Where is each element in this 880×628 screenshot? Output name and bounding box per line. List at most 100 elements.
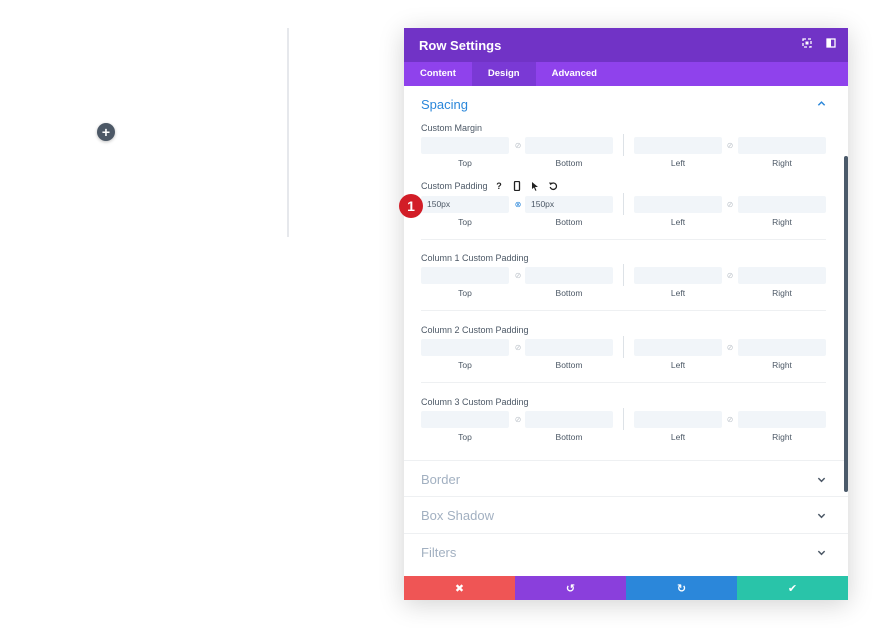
column-2-padding-label: Column 2 Custom Padding [421, 325, 529, 335]
border-section-header[interactable]: Border [404, 460, 848, 496]
margin-bottom-field[interactable] [525, 137, 613, 154]
border-title: Border [421, 472, 461, 487]
chevron-up-icon [817, 101, 826, 106]
link-icon[interactable]: ⊘ [514, 343, 522, 352]
sublabel-left: Left [670, 288, 686, 298]
tab-advanced[interactable]: Advanced [551, 68, 597, 79]
help-icon[interactable]: ? [496, 181, 502, 191]
link-icon[interactable]: ⊘ [726, 200, 734, 209]
col1-right-field[interactable] [738, 267, 826, 284]
sublabel-left: Left [670, 360, 686, 370]
custom-padding-label: Custom Padding [421, 181, 488, 191]
save-button[interactable]: ✔ [737, 576, 848, 600]
sublabel-bottom: Bottom [555, 288, 583, 298]
col3-right-field[interactable] [738, 411, 826, 428]
sublabel-bottom: Bottom [555, 360, 583, 370]
close-icon: ✖ [454, 582, 465, 595]
box-shadow-title: Box Shadow [421, 508, 494, 523]
plus-icon: + [101, 124, 111, 140]
tab-design[interactable]: Design [471, 62, 536, 86]
link-icon[interactable]: ⊘ [514, 415, 522, 424]
link-icon[interactable]: ⊘ [514, 271, 522, 280]
cursor-icon[interactable] [530, 181, 540, 191]
col3-bottom-field[interactable] [525, 411, 613, 428]
add-module-button[interactable]: + [97, 123, 115, 141]
group-separator [421, 239, 826, 240]
margin-left-field[interactable] [634, 137, 722, 154]
fullscreen-icon[interactable] [802, 38, 812, 48]
scrollbar[interactable] [844, 156, 848, 492]
field-divider [623, 134, 624, 156]
chevron-down-icon [817, 550, 826, 556]
margin-top-field[interactable] [421, 137, 509, 154]
column-divider [287, 28, 289, 237]
col2-left-field[interactable] [634, 339, 722, 356]
link-icon[interactable]: ⊘ [514, 141, 522, 150]
step-badge: 1 [399, 194, 423, 218]
chevron-down-icon [817, 477, 826, 483]
sublabel-right: Right [772, 360, 792, 370]
modal-header: Row Settings [404, 28, 848, 62]
field-divider [623, 408, 624, 430]
sublabel-top: Top [458, 360, 472, 370]
sublabel-top: Top [458, 158, 472, 168]
cancel-button[interactable]: ✖ [404, 576, 515, 600]
sublabel-top: Top [458, 432, 472, 442]
padding-left-field[interactable] [634, 196, 722, 213]
col1-left-field[interactable] [634, 267, 722, 284]
link-icon[interactable]: ⊘ [726, 271, 734, 280]
link-icon[interactable]: ⊘ [726, 343, 734, 352]
redo-button[interactable]: ↻ [626, 576, 737, 600]
sublabel-right: Right [772, 217, 792, 227]
filters-section-header[interactable]: Filters [404, 533, 848, 569]
undo-icon: ↺ [565, 582, 576, 595]
col2-top-field[interactable] [421, 339, 509, 356]
tab-bar: Content Design Advanced [404, 62, 848, 86]
modal-footer: ✖ ↺ ↻ ✔ [404, 576, 848, 600]
row-settings-modal: Row Settings Content Design Advanced Spa… [404, 28, 848, 600]
link-icon[interactable]: ⊘ [726, 415, 734, 424]
filters-title: Filters [421, 545, 457, 560]
tab-content[interactable]: Content [420, 68, 456, 79]
box-shadow-section-header[interactable]: Box Shadow [404, 496, 848, 532]
sublabel-bottom: Bottom [555, 217, 583, 227]
link-icon[interactable]: ⊘ [726, 141, 734, 150]
settings-content: Spacing Custom Margin ⊘ ⊘ Top Bottom Lef… [404, 86, 848, 576]
col1-top-field[interactable] [421, 267, 509, 284]
col3-left-field[interactable] [634, 411, 722, 428]
padding-option-icons: ? [494, 181, 558, 191]
sublabel-bottom: Bottom [555, 432, 583, 442]
sublabel-left: Left [670, 432, 686, 442]
sublabel-right: Right [772, 432, 792, 442]
check-icon: ✔ [787, 582, 798, 595]
field-divider [623, 336, 624, 358]
col2-bottom-field[interactable] [525, 339, 613, 356]
sublabel-right: Right [772, 158, 792, 168]
column-3-padding-label: Column 3 Custom Padding [421, 397, 529, 407]
undo-button[interactable]: ↺ [515, 576, 626, 600]
link-icon[interactable]: ⊗ [514, 200, 522, 209]
group-separator [421, 310, 826, 311]
sublabel-bottom: Bottom [555, 158, 583, 168]
field-divider [623, 264, 624, 286]
spacing-title: Spacing [421, 96, 468, 112]
sidebar-toggle-icon[interactable] [826, 38, 836, 48]
padding-top-field[interactable]: 150px [421, 196, 509, 213]
reset-icon[interactable] [548, 181, 558, 191]
spacing-section-header[interactable]: Spacing [404, 86, 848, 122]
sublabel-top: Top [458, 217, 472, 227]
group-separator [421, 382, 826, 383]
field-divider [623, 193, 624, 215]
sublabel-left: Left [670, 158, 686, 168]
col2-right-field[interactable] [738, 339, 826, 356]
chevron-down-icon [817, 513, 826, 519]
column-1-padding-label: Column 1 Custom Padding [421, 253, 529, 263]
sublabel-right: Right [772, 288, 792, 298]
col1-bottom-field[interactable] [525, 267, 613, 284]
padding-right-field[interactable] [738, 196, 826, 213]
margin-right-field[interactable] [738, 137, 826, 154]
col3-top-field[interactable] [421, 411, 509, 428]
mobile-icon[interactable] [512, 181, 522, 191]
padding-bottom-field[interactable]: 150px [525, 196, 613, 213]
sublabel-left: Left [670, 217, 686, 227]
